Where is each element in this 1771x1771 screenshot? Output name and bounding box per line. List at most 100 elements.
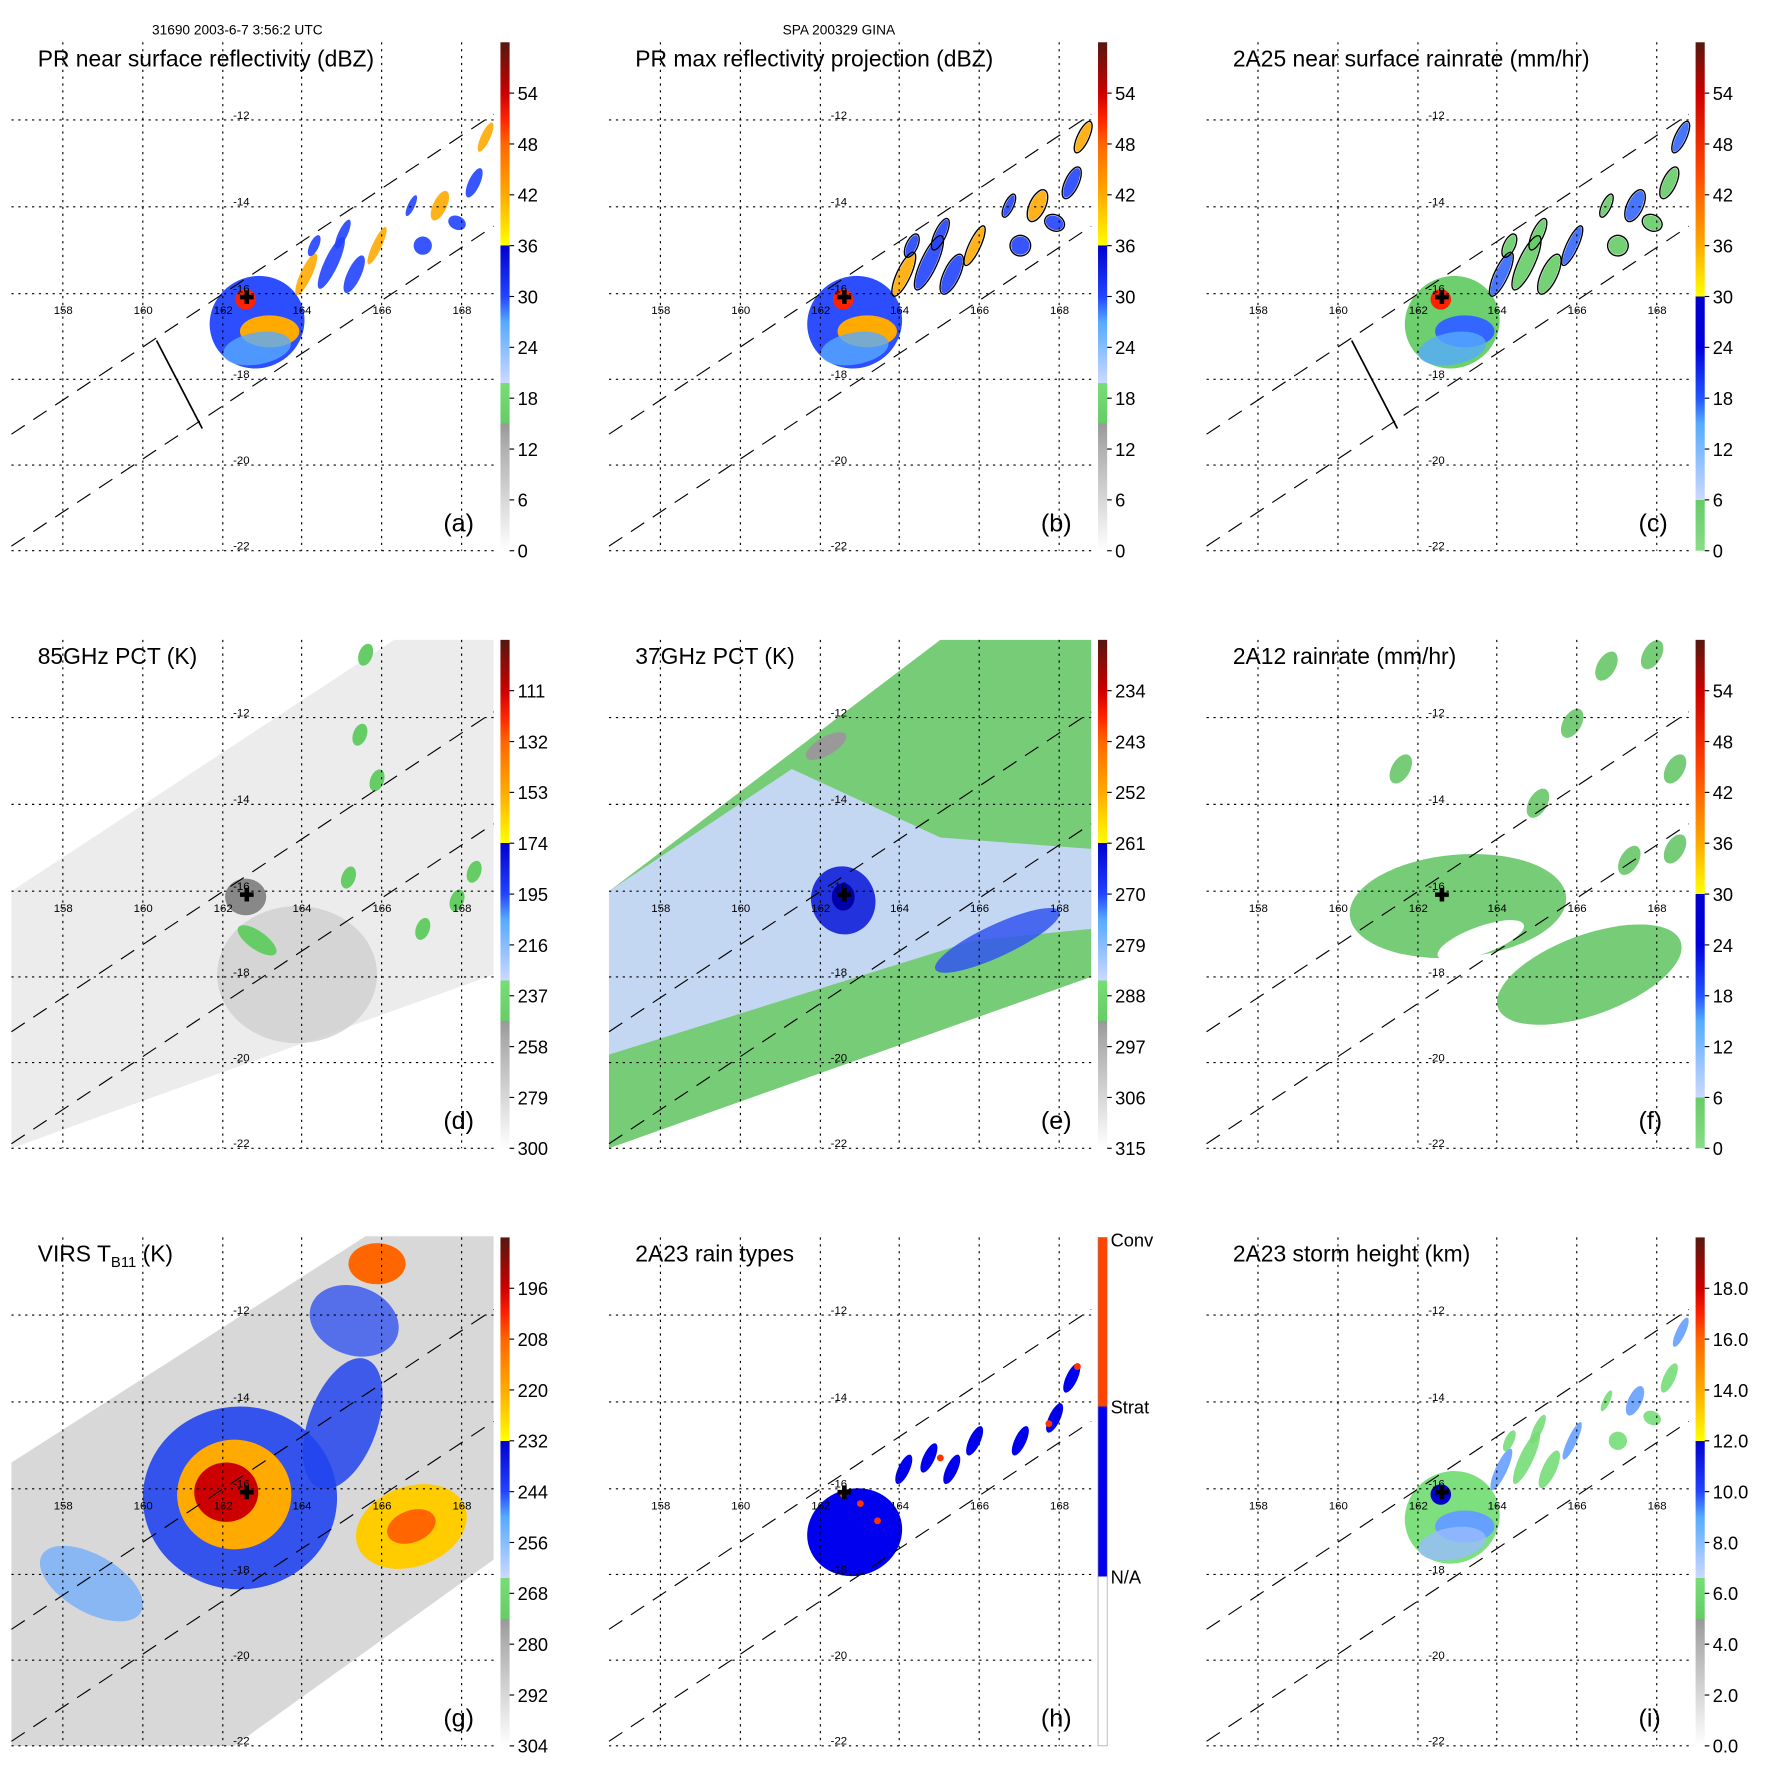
lat-tick-label: -12 — [831, 707, 848, 719]
contour-line — [1641, 213, 1663, 232]
swath-edge-upper — [1206, 711, 1690, 1033]
lat-tick-label: -22 — [1428, 1138, 1445, 1150]
precip-feature — [39, 1545, 143, 1622]
precip-feature — [1045, 215, 1064, 231]
precip-feature — [334, 219, 351, 249]
lat-tick-label: -12 — [831, 110, 848, 122]
lon-tick-label: 158 — [651, 305, 670, 317]
precip-feature — [1608, 1431, 1628, 1450]
precip-feature — [302, 1358, 383, 1490]
panel-h: 158 160 162 164 166 168 -12 -14 -16 -18 -20 -22 2A23… — [608, 1230, 1154, 1748]
contour-line — [1044, 213, 1066, 232]
colorbar-label: 196 — [518, 1278, 548, 1299]
colorbar-label: 244 — [518, 1481, 548, 1502]
precip-feature — [358, 643, 374, 666]
colorbar-label: 315 — [1115, 1138, 1145, 1159]
colorbar-label: 48 — [518, 134, 538, 155]
panel-c: 158 160 162 164 166 168 -12 -14 -16 -18 -20 -22 2A25… — [1206, 42, 1733, 562]
panel-title-text: 2A12 rainrate (mm/hr) — [1233, 643, 1456, 669]
contour-line — [1528, 217, 1548, 251]
lat-tick-label: -22 — [233, 541, 250, 553]
lat-tick-label: -18 — [1428, 369, 1445, 381]
precip-feature — [343, 255, 365, 294]
precip-feature — [1075, 122, 1092, 152]
lon-tick-label: 168 — [1648, 903, 1667, 915]
precip-feature — [1560, 708, 1584, 738]
precip-feature — [1490, 1448, 1513, 1491]
panel-letter: (g) — [443, 1704, 474, 1732]
lon-tick-label: 166 — [372, 1500, 391, 1512]
lon-tick-label: 168 — [1648, 305, 1667, 317]
panel-letter: (f) — [1638, 1107, 1662, 1135]
colorbar-label: 237 — [518, 986, 548, 1007]
precip-feature — [1074, 1363, 1081, 1370]
lat-tick-label: -14 — [1428, 794, 1445, 806]
precip-feature — [1045, 1420, 1053, 1428]
precip-feature — [1640, 640, 1664, 670]
colorbar-label: 6 — [518, 490, 528, 511]
lat-tick-label: -20 — [831, 1650, 848, 1662]
contour-line — [1073, 120, 1093, 154]
lat-tick-label: -16 — [233, 284, 250, 296]
colorbar-label: 18 — [1115, 388, 1135, 409]
colorbar — [1098, 42, 1108, 551]
swath-edge-upper — [11, 113, 494, 435]
storm-center-marker — [239, 1485, 254, 1500]
colorbar-label: 48 — [1713, 134, 1733, 155]
cross-section-line — [155, 340, 203, 429]
precip-feature — [1418, 1526, 1487, 1561]
precip-feature — [943, 1454, 961, 1485]
colorbar-label: 306 — [1115, 1087, 1145, 1108]
precip-feature — [966, 1426, 984, 1456]
lat-tick-label: -14 — [233, 197, 250, 209]
colorbar — [1695, 42, 1705, 551]
lon-tick-label: 162 — [1409, 305, 1428, 317]
lat-tick-label: -14 — [233, 794, 250, 806]
colorbar-label: 297 — [1115, 1036, 1145, 1057]
contour-line — [1009, 234, 1032, 257]
panel-title-text: 37GHz PCT (K) — [635, 643, 795, 669]
lat-tick-label: -14 — [1428, 197, 1445, 209]
lon-tick-label: 166 — [372, 305, 391, 317]
contour-line — [1001, 193, 1017, 218]
precip-feature — [317, 236, 345, 289]
precip-feature — [964, 226, 985, 265]
precip-feature — [1502, 1430, 1516, 1452]
colorbar-label: 12 — [1713, 1036, 1733, 1057]
precip-feature — [413, 236, 432, 255]
colorbar-label: 279 — [1115, 935, 1145, 956]
colorbar-label: 18.0 — [1713, 1278, 1749, 1299]
lat-tick-label: -14 — [233, 1392, 250, 1404]
precip-feature — [1660, 1363, 1678, 1393]
panel-b: 158 160 162 164 166 168 -12 -14 -16 -18 -20 -22 PR m… — [608, 42, 1135, 562]
swath-edge-lower — [11, 1420, 494, 1742]
lat-tick-label: -18 — [831, 967, 848, 979]
swath-edge-upper — [608, 1308, 1092, 1630]
colorbar-label: 36 — [1713, 833, 1733, 854]
colorbar-label: 12 — [1115, 439, 1135, 460]
lon-tick-label: 158 — [1249, 305, 1268, 317]
swath-edge-lower — [608, 1420, 1092, 1742]
lon-tick-label: 166 — [970, 305, 989, 317]
colorbar-label: 6 — [1713, 490, 1723, 511]
colorbar-label: 252 — [1115, 782, 1145, 803]
swath-edge-lower — [11, 823, 494, 1145]
precip-feature — [194, 1462, 259, 1522]
colorbar-label: 258 — [518, 1036, 548, 1057]
storm-center-marker — [239, 887, 254, 902]
panel-title: 85GHz PCT (K) — [38, 643, 198, 669]
lat-tick-label: -18 — [831, 369, 848, 381]
precip-feature — [1418, 331, 1487, 366]
colorbar-label: 0 — [1115, 541, 1125, 562]
precip-feature — [223, 331, 291, 366]
panel-title-text: 2A23 rain types — [635, 1240, 794, 1266]
colorbar-label: 111 — [518, 681, 546, 702]
colorbar-label: 42 — [1713, 185, 1733, 206]
precip-feature — [1660, 168, 1678, 198]
lon-tick-label: 166 — [970, 903, 989, 915]
precip-feature — [1663, 834, 1687, 864]
lat-tick-label: -22 — [1428, 541, 1445, 553]
precip-feature — [936, 1454, 944, 1462]
lat-tick-label: -16 — [831, 881, 848, 893]
